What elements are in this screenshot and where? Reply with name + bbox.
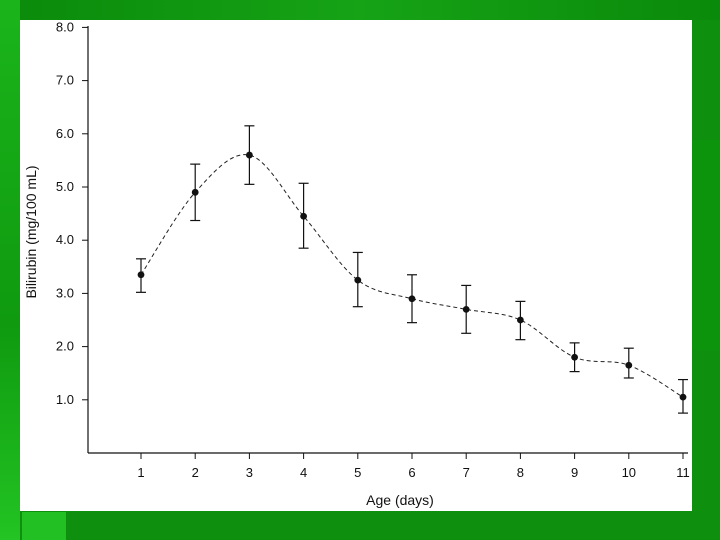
data-point — [571, 353, 578, 361]
data-point — [354, 276, 362, 284]
y-tick-label: 3.0 — [56, 285, 74, 300]
y-tick-label: 4.0 — [56, 232, 74, 247]
left-green-stripe — [0, 0, 20, 540]
x-tick-label: 9 — [571, 465, 578, 480]
y-tick-label: 7.0 — [56, 73, 74, 88]
data-point — [679, 393, 687, 401]
data-point — [300, 212, 307, 220]
bilirubin-chart: 1.0 2.0 3.0 4.0 5.0 6.0 7.0 8.0 1 2 3 4 5 6 7 8 9 10 11 A… — [23, 20, 690, 508]
data-point — [517, 316, 524, 324]
data-point — [462, 305, 470, 313]
y-axis-title: Bilirubin (mg/100 mL) — [23, 165, 39, 298]
x-tick-label: 7 — [463, 465, 470, 480]
y-axis-ticks: 1.0 2.0 3.0 4.0 5.0 6.0 7.0 8.0 — [56, 20, 88, 407]
y-tick-label: 1.0 — [56, 392, 74, 407]
x-tick-label: 6 — [408, 465, 415, 480]
bottom-green-block — [22, 512, 66, 540]
x-tick-label: 2 — [192, 465, 199, 480]
error-bars — [136, 125, 688, 414]
y-tick-label: 6.0 — [56, 126, 74, 141]
x-tick-label: 11 — [676, 465, 690, 480]
y-tick-label: 5.0 — [56, 179, 74, 194]
x-tick-label: 8 — [517, 465, 524, 480]
y-tick-label: 8.0 — [56, 20, 74, 34]
data-point — [408, 295, 416, 303]
right-green-block — [692, 140, 720, 350]
slide-panel: 1.0 2.0 3.0 4.0 5.0 6.0 7.0 8.0 1 2 3 4 5 6 7 8 9 10 11 A… — [20, 20, 692, 511]
top-green-band — [0, 0, 720, 20]
data-points — [137, 151, 687, 401]
x-tick-label: 5 — [354, 465, 361, 480]
y-tick-label: 2.0 — [56, 339, 74, 354]
x-tick-label: 4 — [300, 465, 307, 480]
x-tick-label: 1 — [137, 465, 144, 480]
data-point — [191, 188, 199, 196]
x-tick-label: 3 — [246, 465, 253, 480]
x-tick-label: 10 — [622, 465, 636, 480]
series-line — [140, 154, 684, 398]
data-point — [246, 151, 253, 159]
x-axis-title: Age (days) — [366, 492, 434, 508]
chart-axes — [87, 26, 688, 454]
x-axis-ticks: 1 2 3 4 5 6 7 8 9 10 11 — [137, 453, 690, 480]
data-point — [137, 271, 145, 279]
data-point — [625, 361, 633, 369]
